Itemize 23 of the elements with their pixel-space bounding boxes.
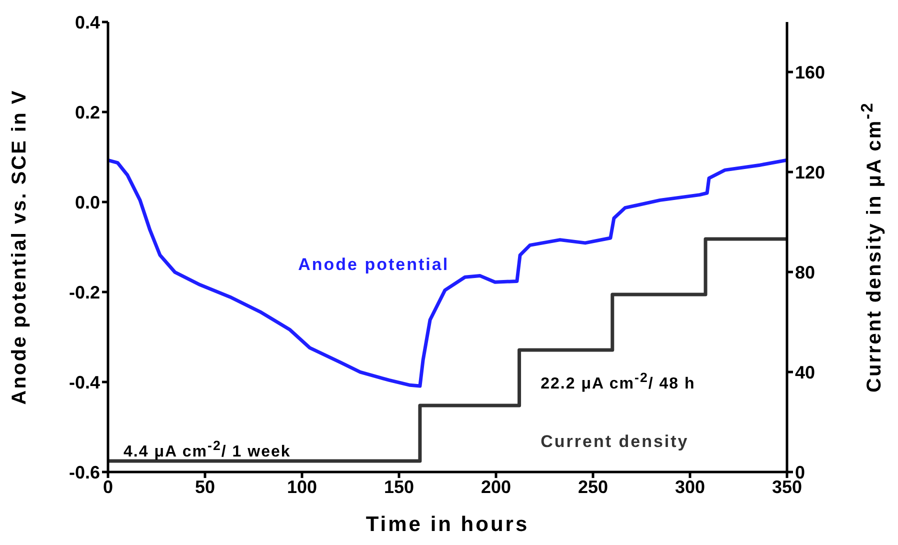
- series-label: Anode potential: [298, 255, 450, 275]
- y2-tick-label: 80: [795, 262, 816, 282]
- text: Current density: [540, 432, 689, 452]
- y-tick-label: -0.6: [68, 462, 100, 482]
- x-tick-label: 300: [674, 476, 706, 497]
- x-tick-label: 250: [578, 476, 608, 497]
- y2-tick-label: 120: [795, 162, 826, 182]
- y2-tick-label: 160: [795, 62, 826, 82]
- y-tick-label: -0.2: [68, 282, 100, 302]
- x-tick-label: 0: [102, 476, 114, 497]
- x-tick-label: 150: [384, 476, 414, 497]
- x-tick-label: 100: [286, 476, 318, 497]
- x-tick-label: 200: [480, 476, 512, 497]
- x-tick-label: 50: [194, 476, 216, 497]
- annotation: 22.2 μA cm$^{-2}$/ 48 h: [540, 370, 696, 394]
- y2-tick-label: 40: [795, 362, 816, 382]
- annotation: 4.4 μA cm$^{-2}$/ 1 week: [124, 438, 291, 461]
- y-tick-label: 0.4: [74, 12, 100, 32]
- y-tick-label: 0.0: [74, 192, 100, 212]
- y-tick-label: -0.4: [68, 372, 100, 392]
- y-tick-label: 0.2: [74, 102, 100, 122]
- y-axis-title: Anode potential vs. SCE in V: [8, 89, 32, 405]
- x-axis-title: Time in hours: [366, 513, 530, 537]
